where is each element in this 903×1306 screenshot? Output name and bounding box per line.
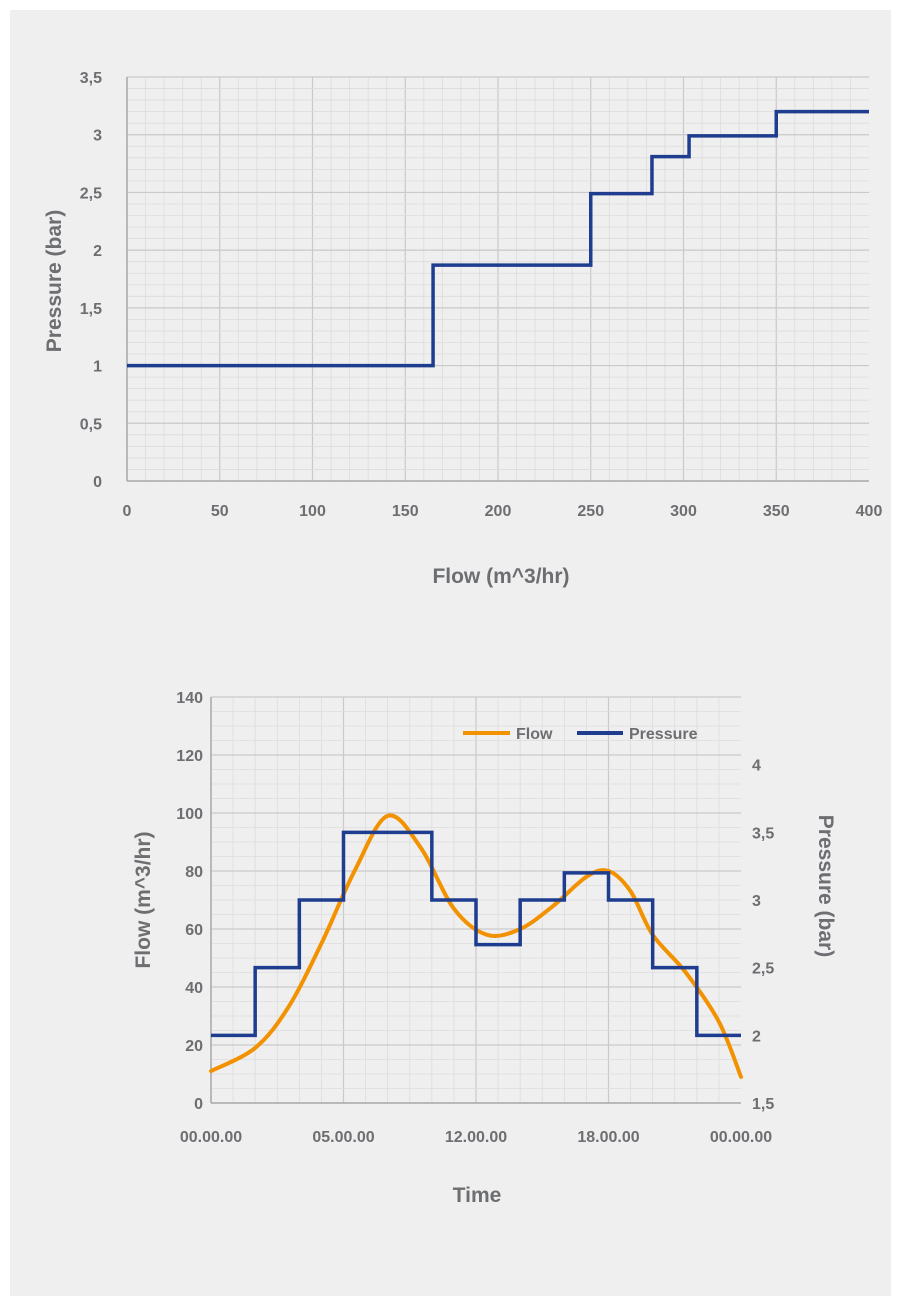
legend-flow-label: Flow xyxy=(516,726,553,743)
figure-panel: 0 50 100 150 200 250 300 350 400 0 0,5 1 1,5 2 2,5 3 3,5… xyxy=(10,10,891,1296)
chart2-y-tick-label-left: 100 xyxy=(176,806,203,823)
chart1-x-tick-label: 250 xyxy=(577,503,604,520)
chart2-x-tick-label: 12.00.00 xyxy=(445,1129,507,1146)
chart2-x-tick-label: 00.00.00 xyxy=(180,1129,242,1146)
chart1-x-tick-label: 0 xyxy=(123,503,132,520)
chart1-x-tick-label: 100 xyxy=(299,503,326,520)
chart1-y-tick-label: 0 xyxy=(93,474,102,491)
chart1-y-tick-label: 3,5 xyxy=(80,70,102,87)
chart1-x-tick-label: 350 xyxy=(763,503,790,520)
chart2-y-tick-label-right: 3,5 xyxy=(752,825,774,842)
chart1-gridlines xyxy=(127,76,869,481)
chart2-y-tick-label-left: 60 xyxy=(185,922,203,939)
chart2-y-axis-title-right: Pressure (bar) xyxy=(814,815,837,957)
chart1-x-axis-title: Flow (m^3/hr) xyxy=(432,565,569,588)
chart2-legend: Flow Pressure xyxy=(463,726,698,743)
chart2-y-tick-label-right: 4 xyxy=(752,758,761,775)
chart1-x-tick-label: 300 xyxy=(670,503,697,520)
chart2-y-tick-label-left: 120 xyxy=(176,748,203,765)
chart2-y-tick-label-right: 2,5 xyxy=(752,961,774,978)
chart2-x-tick-label: 05.00.00 xyxy=(312,1129,374,1146)
chart1-series-pressure-line xyxy=(127,109,869,368)
chart1-y-tick-label: 2 xyxy=(93,243,102,260)
chart2-y-tick-label-right: 1,5 xyxy=(752,1096,774,1113)
chart1-x-tick-label: 50 xyxy=(211,503,229,520)
chart2-y-tick-label-left: 140 xyxy=(176,690,203,707)
chart1-y-axis-title: Pressure (bar) xyxy=(43,210,66,352)
chart2-y-tick-label-left: 20 xyxy=(185,1038,203,1055)
chart2-y-tick-label-left: 0 xyxy=(194,1096,203,1113)
chart2-x-axis-title: Time xyxy=(453,1184,502,1207)
chart2-series-pressure-line xyxy=(211,830,741,1038)
chart1-y-tick-label: 3 xyxy=(93,128,102,145)
legend-pressure-label: Pressure xyxy=(629,726,698,743)
chart2-x-tick-label: 18.00.00 xyxy=(577,1129,639,1146)
chart1-x-tick-label: 150 xyxy=(392,503,419,520)
chart1-x-tick-label: 400 xyxy=(856,503,883,520)
chart2-y-tick-label-left: 80 xyxy=(185,864,203,881)
pressure-vs-flow-chart: 0 50 100 150 200 250 300 350 400 0 0,5 1 1,5 2 2,5 3 3,5… xyxy=(43,70,883,588)
chart2-y-tick-label-right: 3 xyxy=(752,893,761,910)
chart1-y-tick-label: 2,5 xyxy=(80,185,102,202)
chart2-x-tick-label: 00.00.00 xyxy=(710,1129,772,1146)
chart2-y-axis-title-left: Flow (m^3/hr) xyxy=(132,831,155,968)
chart2-y-tick-label-right: 2 xyxy=(752,1028,761,1045)
flow-pressure-vs-time-chart: 00.00.00 05.00.00 12.00.00 18.00.00 00.00.00… xyxy=(132,690,837,1207)
chart1-x-tick-label: 200 xyxy=(485,503,512,520)
chart2-y-tick-label-left: 40 xyxy=(185,980,203,997)
chart1-y-tick-label: 1,5 xyxy=(80,301,102,318)
chart1-y-tick-label: 1 xyxy=(93,359,102,376)
chart1-y-tick-label: 0,5 xyxy=(80,416,102,433)
